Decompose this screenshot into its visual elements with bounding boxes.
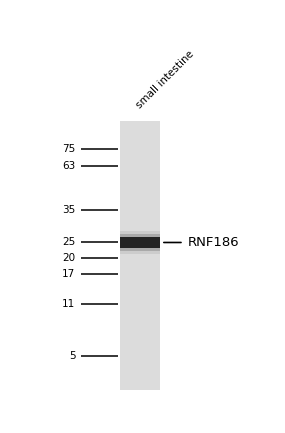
Text: 17: 17 bbox=[62, 268, 76, 279]
Text: 20: 20 bbox=[62, 252, 76, 263]
Text: 75: 75 bbox=[62, 144, 76, 155]
Bar bbox=[120, 121, 160, 390]
Text: 25: 25 bbox=[62, 237, 76, 248]
Text: 63: 63 bbox=[62, 161, 76, 171]
Bar bbox=[120, 234, 160, 251]
Text: 11: 11 bbox=[62, 299, 76, 309]
Text: 5: 5 bbox=[69, 351, 76, 361]
Text: small intestine: small intestine bbox=[134, 49, 196, 110]
Text: RNF186: RNF186 bbox=[188, 236, 240, 249]
Bar bbox=[120, 237, 160, 248]
Bar bbox=[120, 231, 160, 254]
Text: 35: 35 bbox=[62, 205, 76, 215]
